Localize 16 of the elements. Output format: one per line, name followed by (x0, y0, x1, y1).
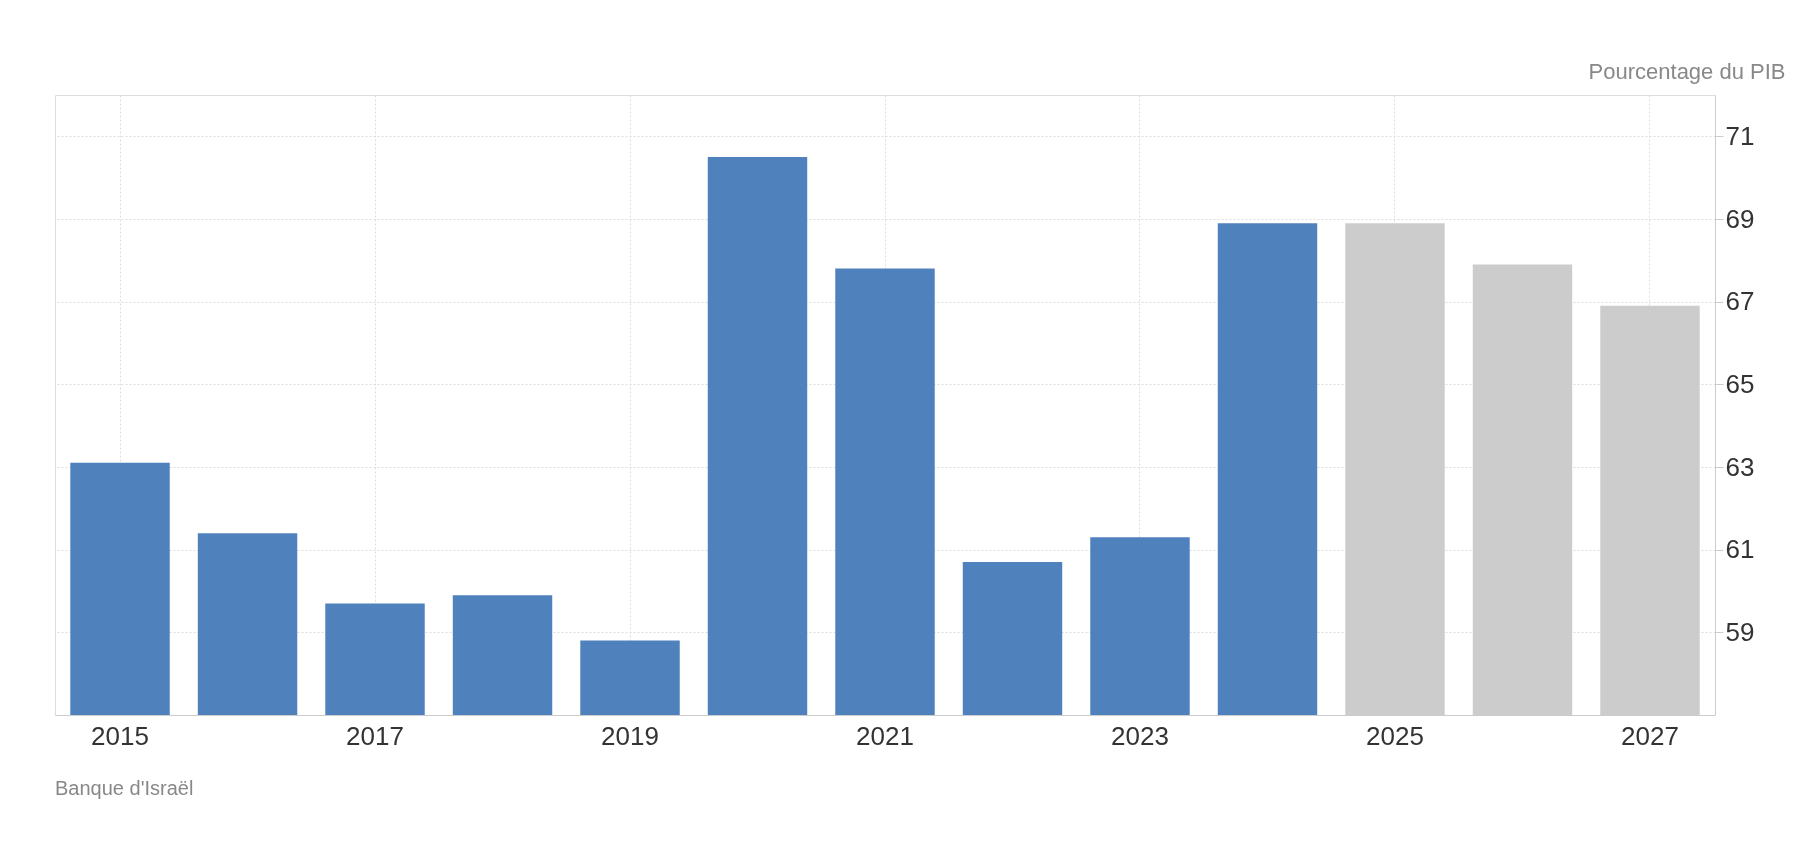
x-tick-label: 2027 (1621, 720, 1679, 751)
x-tick-label: 2015 (91, 720, 149, 751)
y-tick-label: 65 (1725, 368, 1755, 399)
y-tick-label: 63 (1725, 451, 1755, 482)
y-tick-label: 61 (1725, 534, 1755, 565)
y-tick-label: 69 (1725, 203, 1755, 234)
x-tick-label: 2017 (346, 720, 404, 751)
x-tick-label: 2021 (856, 720, 914, 751)
x-tick-label: 2019 (601, 720, 659, 751)
y-tick-label: 71 (1725, 120, 1755, 151)
y-tick-label: 67 (1725, 286, 1755, 317)
x-tick-label: 2025 (1366, 720, 1424, 751)
y-tick-label: 59 (1725, 616, 1755, 647)
y-axis-title: Pourcentage du PIB (1588, 58, 1786, 84)
text: Banque d'Israël (55, 777, 194, 799)
x-tick-label: 2023 (1111, 720, 1169, 751)
